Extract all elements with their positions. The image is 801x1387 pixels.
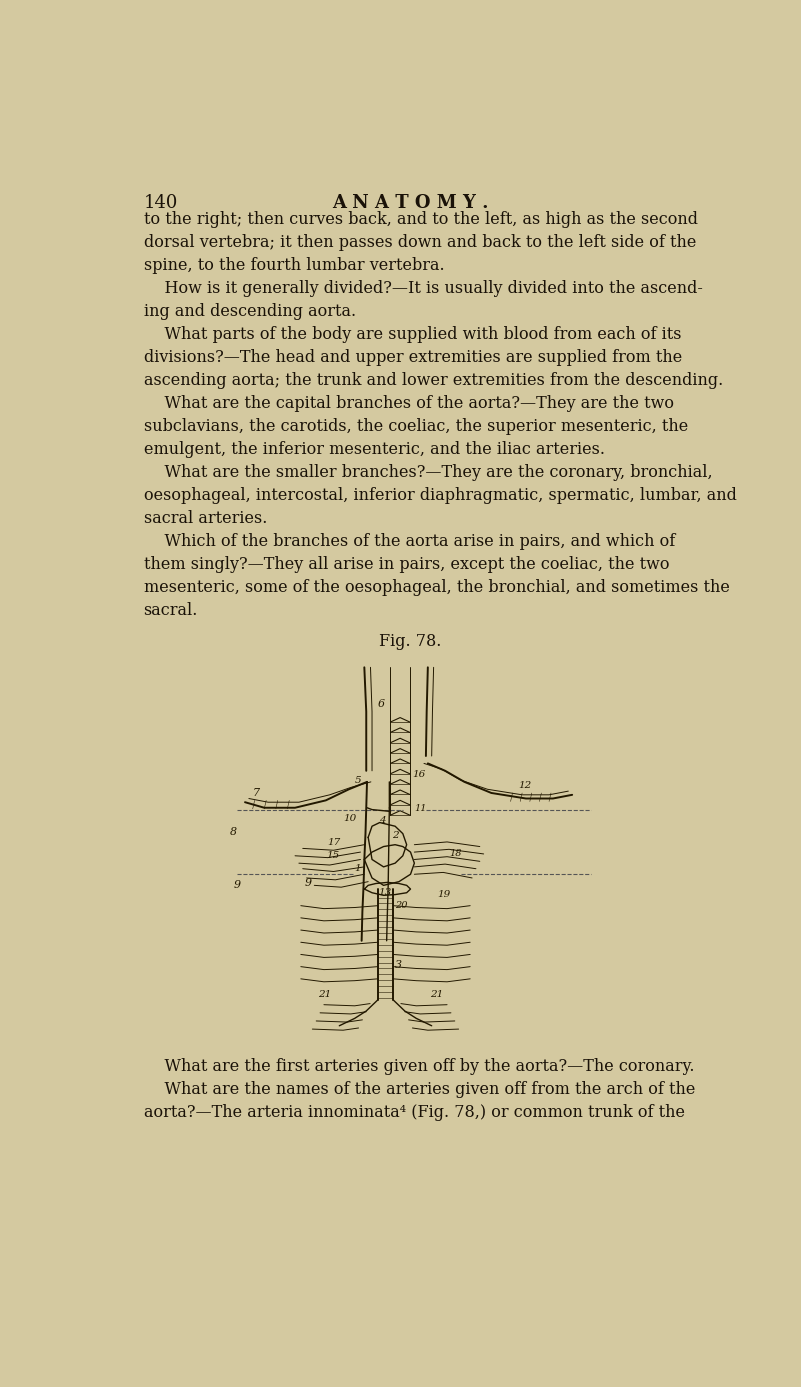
Text: A N A T O M Y .: A N A T O M Y . bbox=[332, 194, 489, 212]
Text: 17: 17 bbox=[328, 838, 341, 847]
Text: sacral arteries.: sacral arteries. bbox=[143, 510, 267, 527]
Text: What are the names of the arteries given off from the arch of the: What are the names of the arteries given… bbox=[143, 1082, 695, 1099]
Text: 20: 20 bbox=[395, 902, 408, 910]
Text: 4: 4 bbox=[379, 816, 385, 825]
Text: 18: 18 bbox=[449, 849, 461, 859]
Text: What are the capital branches of the aorta?—They are the two: What are the capital branches of the aor… bbox=[143, 395, 674, 412]
Text: 3: 3 bbox=[395, 960, 402, 970]
Text: them singly?—They all arise in pairs, except the coeliac, the two: them singly?—They all arise in pairs, ex… bbox=[143, 556, 669, 573]
Text: mesenteric, some of the oesophageal, the bronchial, and sometimes the: mesenteric, some of the oesophageal, the… bbox=[143, 578, 730, 595]
Text: Fig. 78.: Fig. 78. bbox=[380, 632, 441, 651]
Text: 1: 1 bbox=[355, 864, 361, 874]
Text: ing and descending aorta.: ing and descending aorta. bbox=[143, 304, 356, 320]
Text: sacral.: sacral. bbox=[143, 602, 198, 619]
Text: 21: 21 bbox=[430, 990, 443, 999]
Text: What are the smaller branches?—They are the coronary, bronchial,: What are the smaller branches?—They are … bbox=[143, 463, 712, 481]
Text: spine, to the fourth lumbar vertebra.: spine, to the fourth lumbar vertebra. bbox=[143, 257, 445, 275]
Text: 2: 2 bbox=[392, 831, 399, 841]
Text: How is it generally divided?—It is usually divided into the ascend-: How is it generally divided?—It is usual… bbox=[143, 280, 702, 297]
Text: 5: 5 bbox=[355, 775, 361, 785]
Text: 6: 6 bbox=[378, 699, 385, 709]
Text: to the right; then curves back, and to the left, as high as the second: to the right; then curves back, and to t… bbox=[143, 211, 698, 229]
Text: dorsal vertebra; it then passes down and back to the left side of the: dorsal vertebra; it then passes down and… bbox=[143, 234, 696, 251]
Text: Which of the branches of the aorta arise in pairs, and which of: Which of the branches of the aorta arise… bbox=[143, 533, 674, 549]
Text: ascending aorta; the trunk and lower extremities from the descending.: ascending aorta; the trunk and lower ext… bbox=[143, 372, 723, 388]
Text: 9: 9 bbox=[304, 878, 312, 889]
Text: subclavians, the carotids, the coeliac, the superior mesenteric, the: subclavians, the carotids, the coeliac, … bbox=[143, 417, 688, 436]
Text: What parts of the body are supplied with blood from each of its: What parts of the body are supplied with… bbox=[143, 326, 681, 343]
Text: divisions?—The head and upper extremities are supplied from the: divisions?—The head and upper extremitie… bbox=[143, 350, 682, 366]
Text: 12: 12 bbox=[518, 781, 532, 791]
Text: 7: 7 bbox=[252, 788, 260, 798]
Text: 21: 21 bbox=[318, 990, 332, 999]
Text: 19: 19 bbox=[437, 890, 451, 899]
Text: 9: 9 bbox=[233, 881, 240, 890]
Text: 16: 16 bbox=[413, 770, 425, 779]
Text: 13: 13 bbox=[378, 888, 391, 897]
Text: 15: 15 bbox=[326, 852, 339, 860]
Text: 140: 140 bbox=[143, 194, 178, 212]
Text: 11: 11 bbox=[414, 804, 427, 813]
Text: oesophageal, intercostal, inferior diaphragmatic, spermatic, lumbar, and: oesophageal, intercostal, inferior diaph… bbox=[143, 487, 736, 503]
Text: 10: 10 bbox=[343, 814, 356, 824]
Text: emulgent, the inferior mesenteric, and the iliac arteries.: emulgent, the inferior mesenteric, and t… bbox=[143, 441, 605, 458]
Text: What are the first arteries given off by the aorta?—The coronary.: What are the first arteries given off by… bbox=[143, 1058, 694, 1075]
Text: aorta?—The arteria innominata⁴ (Fig. 78,) or common trunk of the: aorta?—The arteria innominata⁴ (Fig. 78,… bbox=[143, 1104, 685, 1121]
Text: 8: 8 bbox=[230, 827, 237, 836]
